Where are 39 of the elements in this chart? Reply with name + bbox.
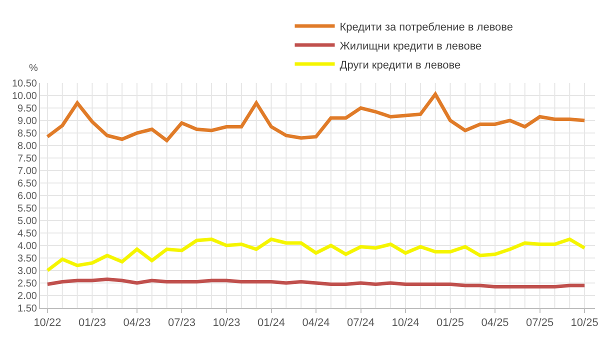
y-tick-label: 3.00 [18,266,38,277]
y-axis-title: % [29,63,38,74]
x-tick-label: 01/24 [257,317,286,330]
y-tick-label: 3.50 [18,254,38,264]
x-tick-label: 07/25 [526,317,554,330]
x-tick-label: 04/24 [302,317,330,330]
y-tick-label: 6.00 [18,191,38,202]
line-series [46,238,586,272]
x-tick-label: 10/22 [34,317,62,330]
line-series [46,278,586,288]
y-tick-label: 5.00 [18,216,38,227]
x-tick-label: 01/25 [436,317,464,330]
y-tick-label: 8.00 [18,141,38,152]
legend-label: Кредити за потребление в левове [340,21,513,34]
legend-label: Други кредити в левове [340,59,461,72]
y-tick-label: 9.50 [18,104,38,114]
line-series [46,92,586,142]
x-tick-label: 10/25 [570,317,598,330]
y-tick-label: 6.50 [18,178,38,190]
x-tick-label: 07/23 [168,317,196,330]
y-tick-label: 2.50 [18,278,38,290]
y-tick-label: 9.00 [18,116,38,127]
x-tick-label: 01/23 [78,317,106,330]
y-tick-label: 5.50 [18,204,38,214]
y-tick-label: 10.00 [12,91,38,102]
y-tick-label: 4.00 [18,241,38,252]
y-tick-label: 7.00 [18,166,38,177]
x-tick-label: 10/24 [392,317,420,330]
x-tick-label: 04/23 [123,317,151,330]
x-tick-label: 07/24 [347,317,375,330]
x-tick-label: 10/23 [212,317,240,330]
y-tick-label: 4.50 [18,228,38,240]
y-tick-label: 2.00 [18,291,38,302]
y-tick-label: 1.50 [18,304,38,314]
x-tick-label: 04/25 [481,317,509,330]
y-tick-label: 8.50 [18,128,38,140]
legend-label: Жилищни кредити в левове [340,40,482,52]
y-tick-label: 7.50 [18,154,38,164]
y-tick-label: 10.50 [12,78,38,90]
